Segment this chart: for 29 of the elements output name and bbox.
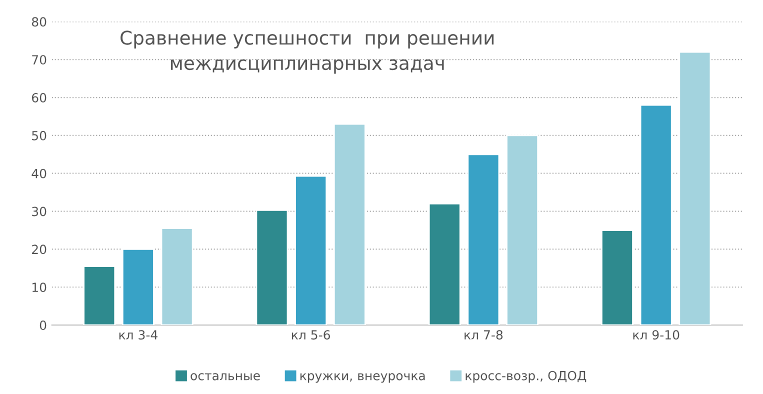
y-tick-label: 30 <box>32 206 46 216</box>
text: Сравнение успешности при решении междисциплинарных задач <box>120 30 494 74</box>
legend-label: кружки, внеурочка <box>300 373 425 383</box>
y-tick-label: 50 <box>32 130 46 140</box>
x-tick-label: кл 7-8 <box>464 330 503 340</box>
bar <box>467 154 500 326</box>
legend-label: остальные <box>190 373 260 380</box>
legend-label: кросс-возр., ОДОД <box>466 370 586 383</box>
y-tick-label: 40 <box>32 168 46 178</box>
bar <box>333 123 366 326</box>
bar <box>83 266 116 326</box>
bar <box>122 248 154 326</box>
y-tick-label: 10 <box>32 282 46 292</box>
bar <box>428 203 461 326</box>
bar <box>256 209 288 326</box>
bar <box>294 175 328 326</box>
x-tick-label: кл 9-10 <box>633 330 680 340</box>
bar <box>506 134 539 326</box>
bar <box>601 230 634 326</box>
y-tick-label: 70 <box>32 55 46 65</box>
bar <box>640 104 672 326</box>
y-tick-label: 80 <box>32 17 46 27</box>
bar <box>678 51 712 326</box>
x-tick-label: кл 5-6 <box>292 330 330 340</box>
bar <box>160 228 194 326</box>
y-tick-label: 0 <box>40 320 46 330</box>
y-tick-label: 20 <box>32 244 46 254</box>
x-tick-label: кл 3-4 <box>119 330 158 340</box>
y-tick-label: 60 <box>32 92 46 102</box>
